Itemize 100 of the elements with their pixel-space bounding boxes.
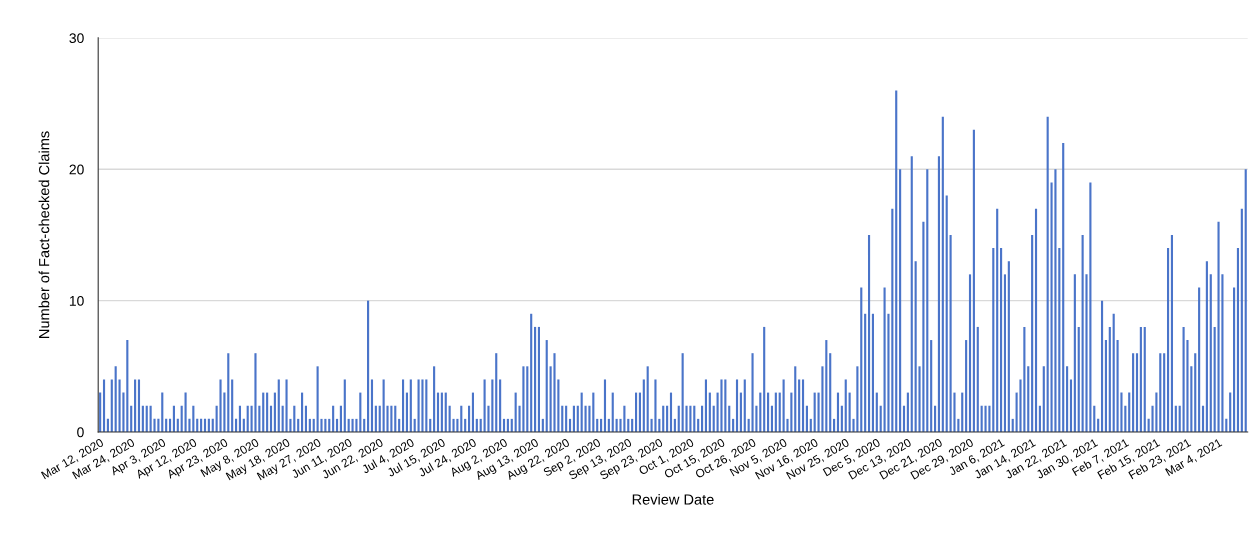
bar <box>592 392 595 433</box>
bar <box>522 366 525 433</box>
bar <box>1233 287 1236 433</box>
bar <box>580 392 583 433</box>
bar <box>829 353 832 433</box>
bar <box>433 366 436 433</box>
bar <box>1062 143 1065 433</box>
bar <box>871 313 874 433</box>
bar <box>603 379 607 433</box>
bar <box>930 340 933 433</box>
bar <box>941 116 944 433</box>
y-tick-label: 10 <box>69 295 84 306</box>
bar <box>545 340 548 433</box>
bar <box>968 274 972 433</box>
bar <box>844 379 847 433</box>
bar <box>184 392 187 433</box>
bar <box>114 366 117 433</box>
bar <box>534 326 537 433</box>
bar <box>798 379 801 433</box>
bar <box>254 353 257 433</box>
bar <box>763 326 766 433</box>
bar <box>1217 221 1220 433</box>
bar <box>553 353 556 433</box>
bar <box>277 379 280 433</box>
bar <box>495 353 498 433</box>
bar <box>1003 274 1007 433</box>
bar <box>1073 274 1076 433</box>
bar <box>848 392 851 433</box>
bar <box>646 366 649 433</box>
bar <box>367 300 370 433</box>
bar <box>1116 340 1119 433</box>
bar <box>1159 353 1162 433</box>
bar <box>922 221 925 433</box>
bar <box>1104 340 1107 433</box>
bar <box>227 353 230 433</box>
bar <box>996 208 999 433</box>
bar <box>965 340 968 433</box>
bar <box>316 366 319 433</box>
bar <box>860 287 863 433</box>
bar <box>425 379 428 433</box>
bar <box>724 379 727 433</box>
bar <box>471 392 475 433</box>
bar <box>483 379 486 433</box>
bar <box>1240 208 1243 433</box>
bar <box>1135 353 1139 433</box>
bar <box>891 208 894 433</box>
bar <box>906 392 909 433</box>
bar <box>1031 234 1034 433</box>
bar <box>273 392 276 433</box>
y-tick-label: 0 <box>77 427 84 438</box>
bar <box>126 340 129 433</box>
bar <box>1155 392 1158 433</box>
bar <box>526 366 529 433</box>
bar <box>976 326 979 433</box>
bar <box>735 379 739 433</box>
bar <box>1163 353 1166 433</box>
bar <box>99 392 102 433</box>
bar <box>801 379 805 433</box>
bar <box>1077 326 1080 433</box>
bar <box>642 379 645 433</box>
bar <box>1054 169 1057 433</box>
bar <box>409 379 412 433</box>
bar <box>370 379 374 433</box>
bar <box>1132 353 1135 433</box>
bar <box>405 392 408 433</box>
bar <box>1205 261 1208 433</box>
bar <box>778 392 781 433</box>
bar <box>681 353 684 433</box>
bar <box>514 392 517 433</box>
bar <box>421 379 424 433</box>
bar <box>537 326 541 433</box>
bar <box>1198 287 1201 433</box>
bar <box>1034 208 1038 433</box>
bar <box>937 156 941 433</box>
bar <box>401 379 405 433</box>
bar <box>1166 248 1170 433</box>
bar <box>910 156 913 433</box>
bar <box>219 379 222 433</box>
bar <box>359 392 362 433</box>
bar <box>1023 326 1026 433</box>
y-axis-title: Number of Fact-checked Claims <box>38 131 50 338</box>
bar <box>382 379 385 433</box>
bar <box>530 313 533 433</box>
bar <box>161 392 164 433</box>
bar <box>825 340 828 433</box>
bar <box>1108 326 1111 433</box>
bar <box>774 392 777 433</box>
bar <box>794 366 797 433</box>
bar <box>611 392 614 433</box>
bar <box>1007 261 1010 433</box>
bar <box>914 261 917 433</box>
bar <box>945 195 948 433</box>
bar <box>440 392 443 433</box>
x-axis-title: Review Date <box>632 493 714 505</box>
bar <box>875 392 878 433</box>
bar <box>704 379 708 433</box>
bar <box>759 392 762 433</box>
bar <box>231 379 234 433</box>
bar <box>266 392 269 433</box>
bar <box>751 353 754 433</box>
